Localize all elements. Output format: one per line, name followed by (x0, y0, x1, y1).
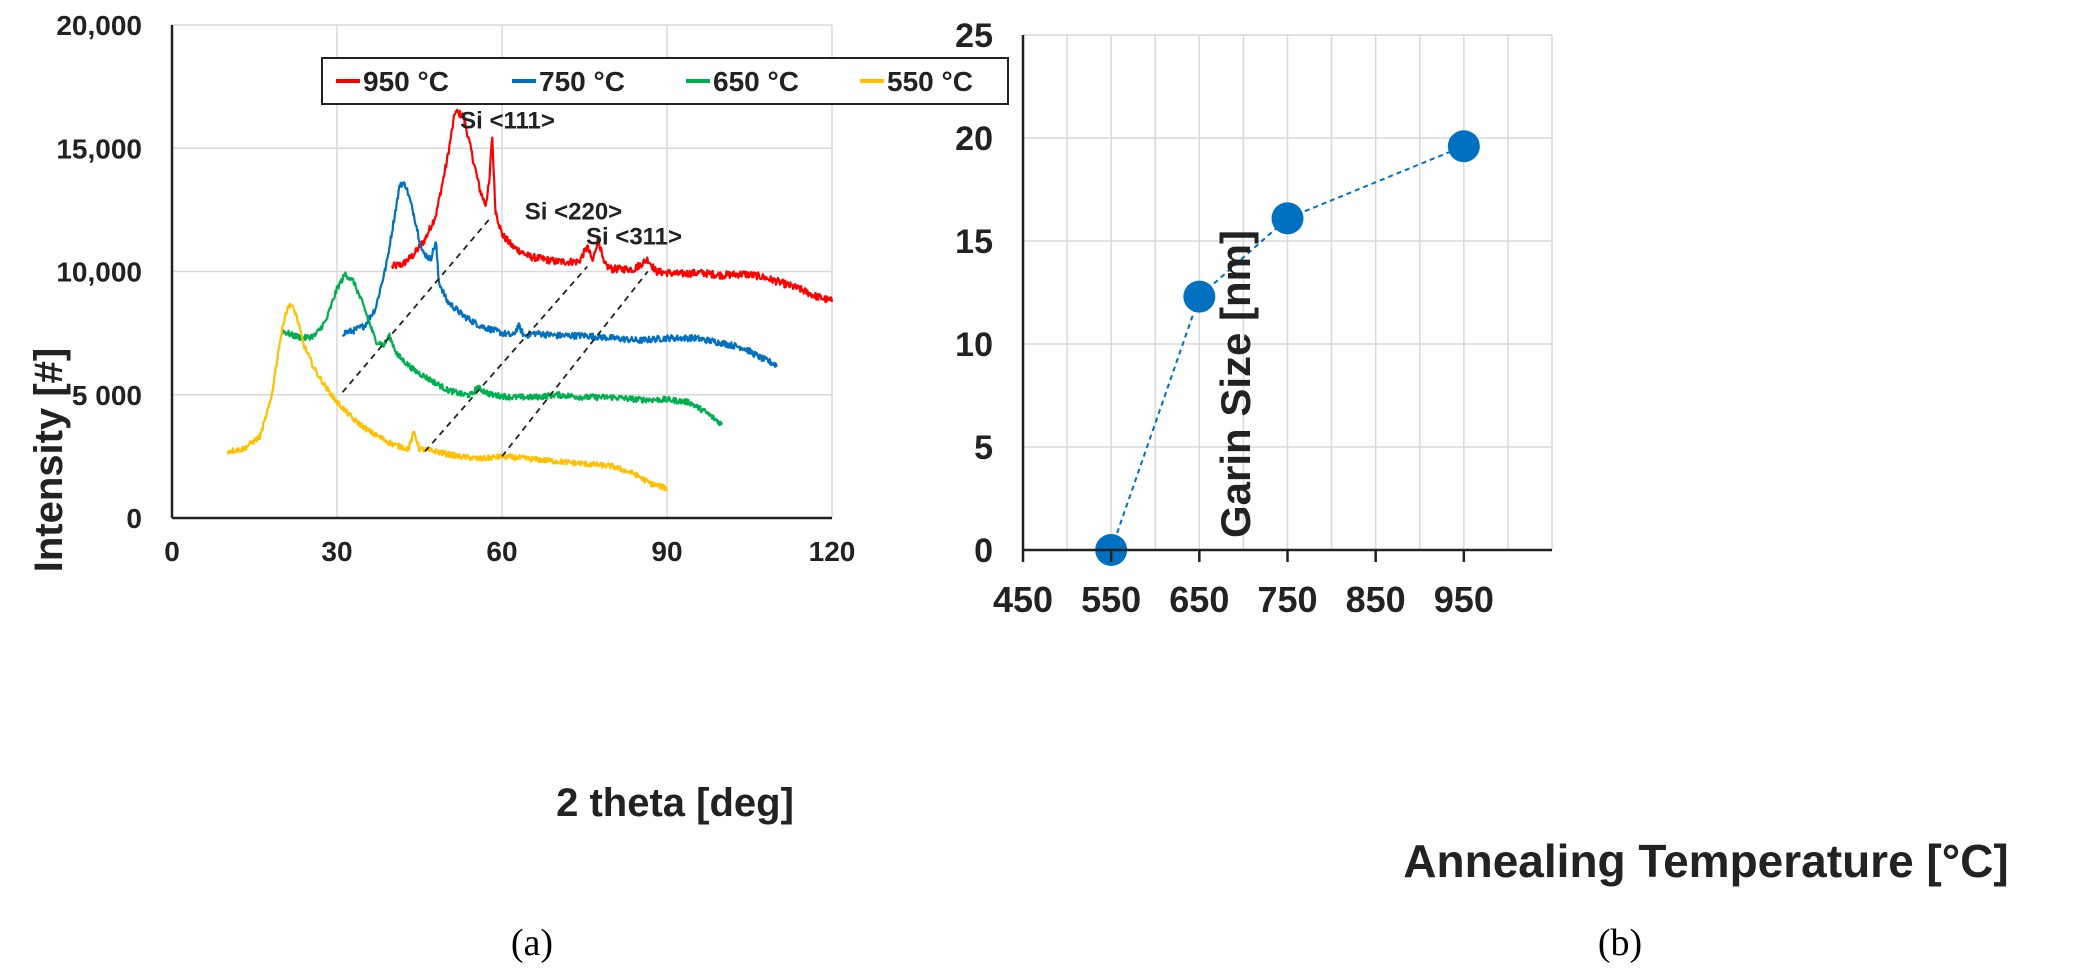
chart-a-series-group (226, 108, 834, 492)
chart-b-y-ticklabels: 0 5 10 15 20 25 (955, 17, 993, 570)
chart-a-xtick-0: 0 (164, 536, 180, 567)
chart-a-guide-line-3 (501, 270, 649, 457)
chart-a-legend-label-750-c: 750 °C (539, 66, 625, 97)
chart-b-gridlines (1023, 34, 1553, 550)
chart-b-series-line (1110, 145, 1465, 551)
chart-b-y-axis-title: Garin Size [nm] (1212, 230, 1259, 538)
chart-a-annotation-si-111: Si <111> (460, 108, 555, 135)
chart-b-ytick-20: 20 (955, 120, 993, 158)
chart-a-series-550-c-line (226, 302, 668, 492)
chart-a-annotation-si-220: Si <220> (525, 199, 622, 226)
chart-a-x-ticklabels: 0 30 60 90 120 (164, 536, 855, 567)
chart-a-series-950-c-line (390, 108, 834, 304)
chart-b-ytick-0: 0 (974, 532, 993, 570)
chart-b-caption: (b) (1598, 922, 1642, 964)
chart-a-xtick-90: 90 (651, 536, 682, 567)
chart-a-y-ticklabels: 0 5 000 10,000 15,000 20,000 (56, 10, 142, 534)
chart-a-legend-label-950-c: 950 °C (363, 66, 449, 97)
chart-a-xtick-120: 120 (809, 536, 856, 567)
chart-b-point-950 (1447, 130, 1480, 163)
chart-a-ytick-15-000: 15,000 (56, 133, 142, 164)
chart-a-ytick-10-000: 10,000 (56, 257, 142, 288)
chart-b-axes (1021, 35, 1552, 562)
chart-b-xtick-850: 850 (1346, 579, 1406, 620)
chart-b-xtick-450: 450 (993, 579, 1053, 620)
chart-a-axes (170, 25, 832, 520)
chart-b-x-axis-title: Annealing Temperature [°C] (1403, 835, 2008, 887)
chart-a-xtick-60: 60 (486, 536, 517, 567)
chart-a-legend-label-550-c: 550 °C (887, 66, 973, 97)
chart-a-x-axis-title: 2 theta [deg] (556, 781, 794, 825)
chart-b-grain-size: 450 550 650 750 850 950 0 5 10 15 20 25 Annealing … (955, 17, 2009, 964)
chart-b-ytick-25: 25 (955, 17, 993, 55)
chart-a-y-axis-title: Intensity [#] (27, 348, 71, 572)
chart-a-xtick-30: 30 (321, 536, 352, 567)
chart-b-ytick-5: 5 (974, 429, 993, 467)
chart-a-guide-line-1 (341, 216, 492, 393)
chart-b-ytick-15: 15 (955, 223, 993, 261)
chart-b-xtick-650: 650 (1169, 579, 1229, 620)
chart-a-series-750-c-line (341, 181, 778, 368)
chart-b-xtick-550: 550 (1081, 579, 1141, 620)
chart-b-xtick-750: 750 (1257, 579, 1317, 620)
chart-b-point-750 (1271, 202, 1304, 235)
chart-a-legend-box (321, 57, 1009, 105)
chart-a-legend: 950 °C 750 °C 650 °C 550 °C (321, 57, 1009, 105)
chart-a-caption: (a) (511, 922, 553, 964)
chart-b-xtick-950: 950 (1434, 579, 1494, 620)
chart-a-guide-line-2 (424, 265, 588, 453)
chart-b-ytick-10: 10 (955, 326, 993, 364)
chart-a-legend-label-650-c: 650 °C (713, 66, 799, 97)
chart-a-xrd-patterns: 0 30 60 90 120 0 5 000 10,000 15,000 20,000 Si <… (27, 10, 1009, 964)
chart-a-series-650-c-line (280, 271, 724, 427)
chart-a-annotations: Si <111> Si <220>Si <311> (460, 108, 682, 251)
chart-a-guide-lines (341, 216, 649, 457)
chart-a-annotation-si-311: Si <311> (586, 223, 682, 250)
chart-a-ytick-20-000: 20,000 (56, 10, 142, 41)
chart-b-point-650 (1183, 280, 1216, 313)
chart-a-ytick-5-000: 5 000 (72, 380, 142, 411)
chart-a-ytick-0: 0 (126, 503, 142, 534)
chart-b-x-ticklabels: 450 550 650 750 850 950 (993, 579, 1494, 620)
